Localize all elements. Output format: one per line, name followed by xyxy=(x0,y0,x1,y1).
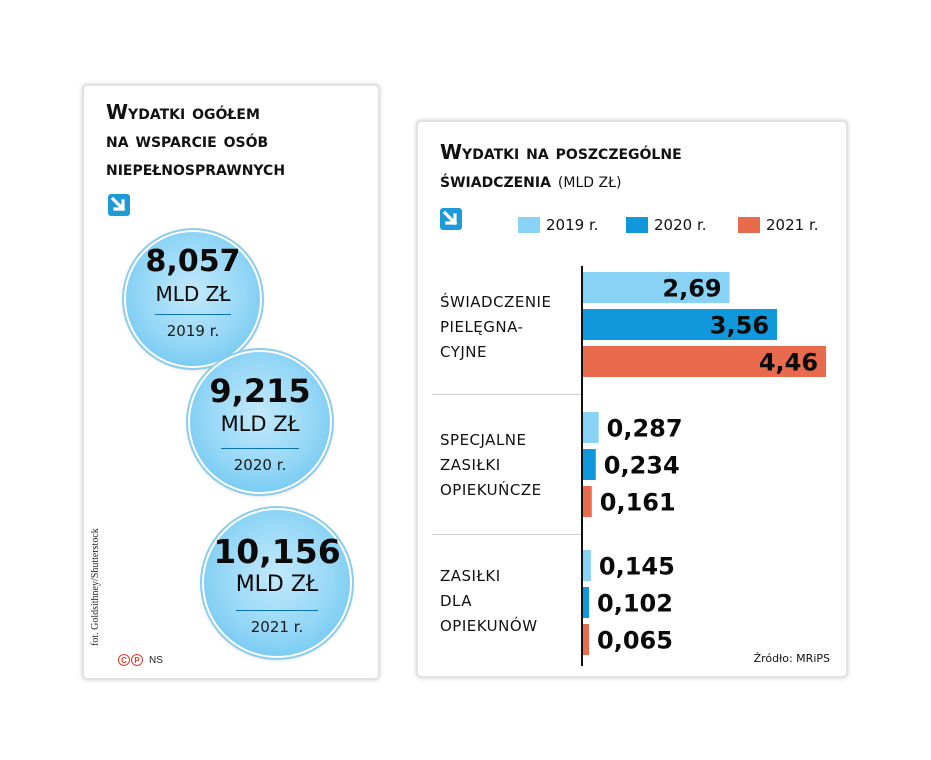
benefits-panel: Wydatki na poszczególne świadczenia (MLD… xyxy=(416,120,848,678)
legend-label: 2020 r. xyxy=(654,216,707,234)
benefits-bar-chart: 2,69 0,287 0,145 3,56 0,234 0,102 4,46 0,161 0,0… xyxy=(581,266,827,666)
bar-2019-cat3 xyxy=(583,550,591,581)
bar-value-label: 3,56 xyxy=(710,312,769,340)
bar-value-label: 0,065 xyxy=(597,627,673,655)
legend-swatch xyxy=(738,217,760,233)
total-value: 8,057 xyxy=(145,244,241,279)
category-label-line: CYJNE xyxy=(440,343,487,361)
totals-title: Wydatki ogółem na wsparcie osób niepełno… xyxy=(106,98,285,182)
total-value: 10,156 xyxy=(213,532,341,571)
source-note: Źródło: MRiPS xyxy=(753,652,830,665)
total-unit: MLD ZŁ xyxy=(235,572,319,597)
category-label-line: OPIEKUŃCZE xyxy=(440,481,542,499)
total-circle-2021: 10,156 MLD ZŁ 2021 r. xyxy=(204,510,350,656)
total-circle-2019: 8,057 MLD ZŁ 2019 r. xyxy=(126,232,260,366)
legend-item-2021: 2021 r. xyxy=(738,216,819,234)
bar-2021-cat2 xyxy=(583,486,592,517)
legend-item-2019: 2019 r. xyxy=(518,216,599,234)
logo-letter: C xyxy=(118,654,130,666)
category-label-opiekunow: ZASIŁKI DLA OPIEKUNÓW xyxy=(440,564,538,639)
benefits-title-line: Wydatki na poszczególne xyxy=(440,140,682,164)
bar-2019-cat2 xyxy=(583,412,599,443)
photo-credit: fot. Goldsithney/Shutterstock xyxy=(90,528,101,646)
bar-value-label: 4,46 xyxy=(759,349,818,377)
category-label-line: ZASIŁKI xyxy=(440,567,501,585)
bar-2021-cat1 xyxy=(583,346,827,377)
benefits-title: Wydatki na poszczególne świadczenia (MLD… xyxy=(440,138,682,197)
arrow-down-right-icon xyxy=(108,194,130,216)
category-label-line: ZASIŁKI xyxy=(440,456,501,474)
bar-2019-cat1 xyxy=(583,272,730,303)
publisher-logo: C P NS xyxy=(118,654,163,666)
total-unit: MLD ZŁ xyxy=(220,412,300,436)
bar-value-label: 0,287 xyxy=(607,415,683,443)
total-unit: MLD ZŁ xyxy=(155,282,231,306)
legend-swatch xyxy=(626,217,648,233)
totals-title-line: niepełnosprawnych xyxy=(106,156,286,180)
author-initials: NS xyxy=(149,654,163,666)
total-year: 2019 r. xyxy=(166,322,220,340)
total-year: 2020 r. xyxy=(233,456,287,474)
bar-2020-cat1 xyxy=(583,309,778,340)
logo-letter: P xyxy=(131,654,143,666)
bar-2020-cat2 xyxy=(583,449,596,480)
total-circle-2020: 9,215 MLD ZŁ 2020 r. xyxy=(190,352,330,492)
arrow-down-right-icon xyxy=(440,208,462,230)
bar-value-label: 0,145 xyxy=(599,553,675,581)
total-year: 2021 r. xyxy=(250,618,304,636)
benefits-title-line: świadczenia xyxy=(440,168,551,192)
totals-panel: Wydatki ogółem na wsparcie osób niepełno… xyxy=(82,84,380,680)
category-label-line: ŚWIADCZENIE xyxy=(440,293,552,311)
bar-2020-cat3 xyxy=(583,587,589,618)
bar-value-label: 0,161 xyxy=(600,489,676,517)
benefits-title-unit: (MLD ZŁ) xyxy=(557,175,622,191)
legend-label: 2021 r. xyxy=(766,216,819,234)
bar-2021-cat3 xyxy=(583,624,589,655)
category-label-line: PIELĘGNA- xyxy=(440,318,524,336)
category-label-specjalne: SPECJALNE ZASIŁKI OPIEKUŃCZE xyxy=(440,428,542,503)
totals-title-line: na wsparcie osób xyxy=(106,128,269,152)
bar-value-label: 2,69 xyxy=(662,275,721,303)
legend-item-2020: 2020 r. xyxy=(626,216,707,234)
totals-title-line: Wydatki ogółem xyxy=(106,100,260,124)
legend-swatch xyxy=(518,217,540,233)
legend-label: 2019 r. xyxy=(546,216,599,234)
category-label-line: DLA xyxy=(440,592,473,610)
category-label-pielegnacyjne: ŚWIADCZENIE PIELĘGNA- CYJNE xyxy=(440,290,551,365)
bar-value-label: 0,234 xyxy=(604,452,680,480)
category-label-line: SPECJALNE xyxy=(440,431,527,449)
total-value: 9,215 xyxy=(209,372,311,410)
category-label-line: OPIEKUNÓW xyxy=(440,617,538,635)
bar-value-label: 0,102 xyxy=(597,590,673,618)
